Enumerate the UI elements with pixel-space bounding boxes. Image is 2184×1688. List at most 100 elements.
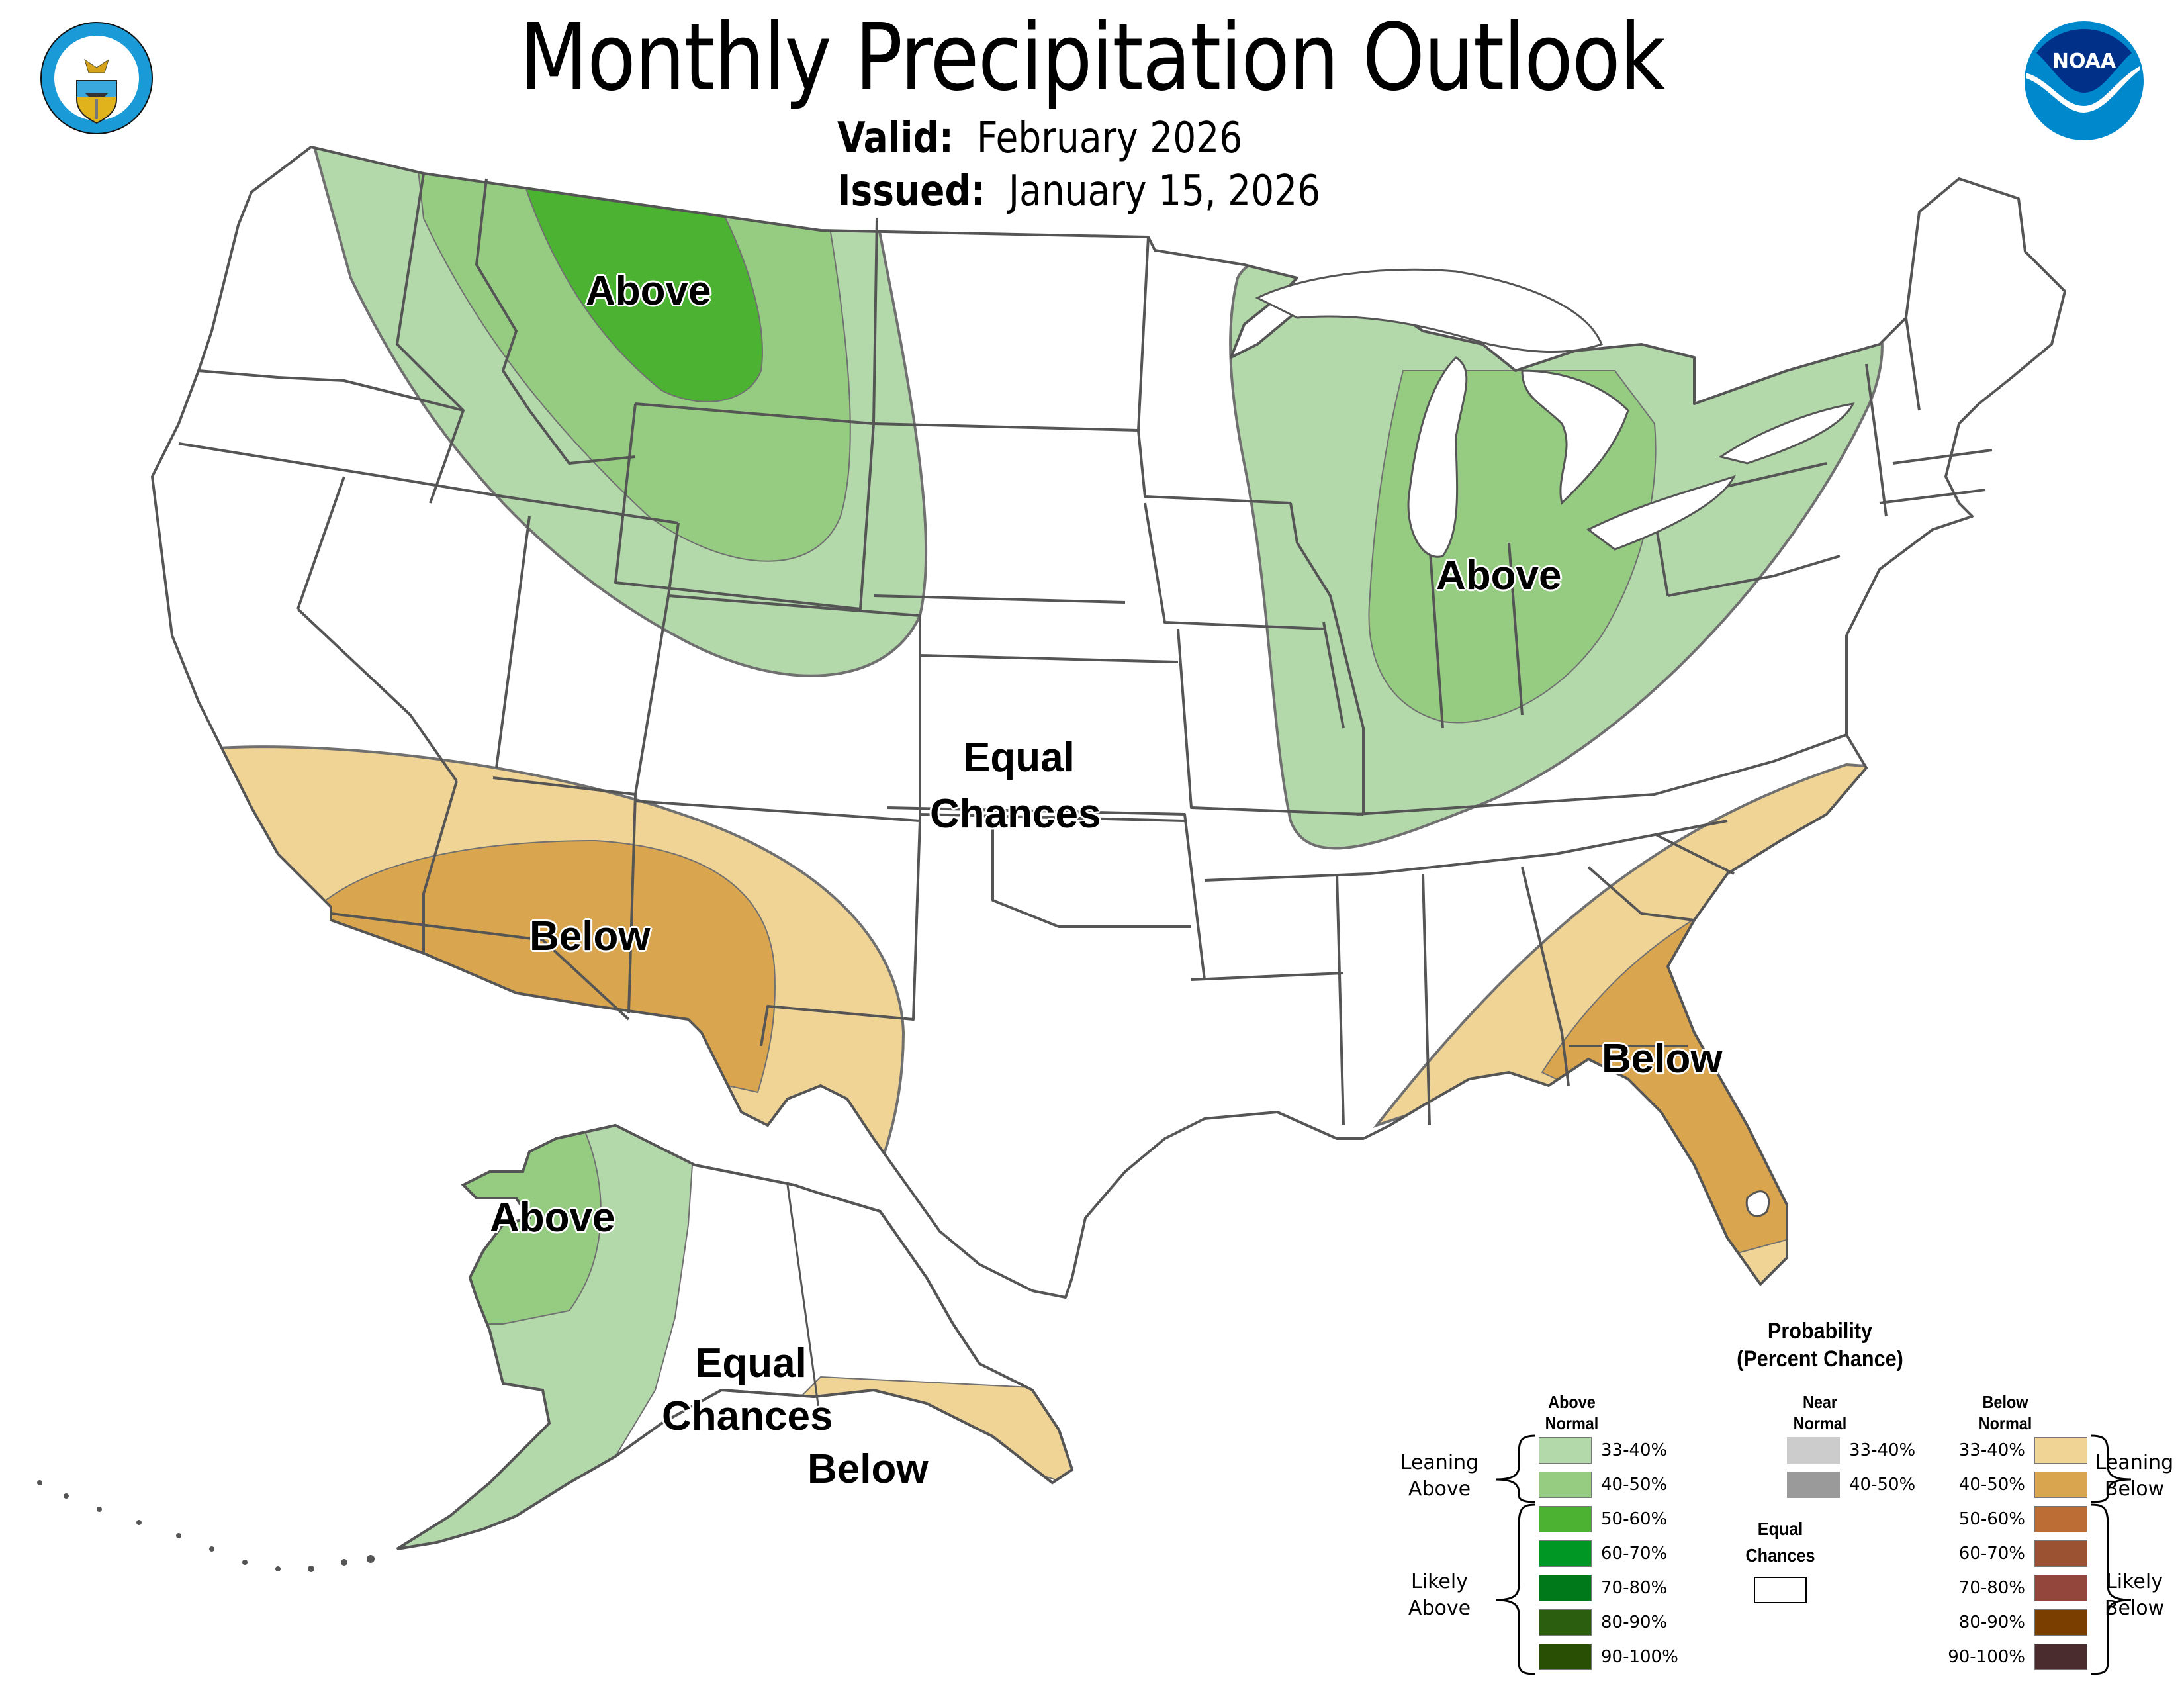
nw-above-50-60-region <box>518 167 763 402</box>
legend-swatch-above-60-70 <box>1539 1540 1592 1567</box>
map-label-alaska-chances: Chances <box>662 1393 833 1439</box>
legend-swatch-above-70-80 <box>1539 1575 1592 1601</box>
legend-swatch-below-60-70 <box>2034 1540 2087 1567</box>
legend-range: 80-90% <box>1601 1613 1668 1632</box>
legend-column-below-head2: Normal <box>1978 1413 2032 1433</box>
legend-title-line2: (Percent Chance) <box>1737 1346 1903 1372</box>
legend-near-row-1: 33-40% <box>1787 1436 1915 1464</box>
legend-equal-line1: Equal <box>1757 1519 1803 1539</box>
legend-column-above-normal: Above Normal <box>1530 1391 1614 1434</box>
legend-group-line: Likely <box>2106 1570 2163 1593</box>
legend-range: 60-70% <box>1958 1544 2025 1564</box>
legend-swatch-below-50-60 <box>2034 1506 2087 1532</box>
legend-column-near-normal: Near Normal <box>1778 1391 1862 1434</box>
legend-group-likely-below: Likely Below <box>2085 1569 2184 1622</box>
state-boundaries <box>151 146 2066 1299</box>
legend-swatch-below-80-90 <box>2034 1609 2087 1636</box>
legend-swatch-above-50-60 <box>1539 1506 1592 1532</box>
valid-label: Valid: <box>837 114 954 163</box>
legend-group-line: Leaning <box>1400 1451 1479 1474</box>
legend-swatch-equal-chances <box>1754 1577 1807 1603</box>
legend-column-near-head1: Near <box>1802 1392 1838 1412</box>
legend-swatch-below-33-40 <box>2034 1437 2087 1464</box>
legend-column-below-head1: Below <box>1982 1392 2028 1412</box>
legend-above-row-5: 70-80% <box>1539 1574 1667 1602</box>
legend-above-row-6: 80-90% <box>1539 1609 1667 1636</box>
map-label-alaska-above: Above <box>490 1195 615 1241</box>
sw-below-40-50-region <box>317 839 776 1094</box>
legend-column-above-head1: Above <box>1548 1392 1596 1412</box>
legend-swatch-below-70-80 <box>2034 1575 2087 1601</box>
legend-swatch-above-33-40 <box>1539 1437 1592 1464</box>
legend-equal-chances-heading: Equal Chances <box>1739 1516 1822 1569</box>
legend-group-leaning-above: Leaning Above <box>1390 1450 1489 1503</box>
legend-below-row-1: 33-40% <box>1939 1436 2087 1464</box>
legend-swatch-above-40-50 <box>1539 1472 1592 1498</box>
legend-range: 70-80% <box>1958 1578 2025 1598</box>
legend-range: 40-50% <box>1601 1475 1668 1495</box>
aleutian-islands <box>37 1480 375 1572</box>
legend-above-row-3: 50-60% <box>1539 1505 1667 1533</box>
legend-range: 60-70% <box>1601 1544 1668 1564</box>
legend-below-row-6: 80-90% <box>1939 1609 2087 1636</box>
legend-below-row-2: 40-50% <box>1939 1471 2087 1499</box>
issued-label: Issued: <box>837 167 985 216</box>
department-of-commerce-seal <box>38 20 155 136</box>
issued-date: Issued: January 15, 2026 <box>837 165 1320 217</box>
legend-above-row-7: 90-100% <box>1539 1643 1678 1671</box>
legend-range: 33-40% <box>1849 1440 1916 1460</box>
map-label-northwest-above: Above <box>586 268 711 314</box>
map-label-southwest-below: Below <box>529 914 651 959</box>
lake-okeechobee <box>1745 1190 1770 1217</box>
noaa-logo: NOAA <box>2023 20 2145 142</box>
issued-value: January 15, 2026 <box>1008 167 1321 216</box>
map-label-alaska-below: Below <box>807 1446 929 1492</box>
legend-column-below-normal: Below Normal <box>1964 1391 2047 1434</box>
legend-swatch-above-80-90 <box>1539 1609 1592 1636</box>
legend-below-row-4: 60-70% <box>1939 1540 2087 1568</box>
legend-title-line1: Probability <box>1767 1319 1873 1344</box>
legend-equal-line2: Chances <box>1745 1545 1815 1566</box>
legend-group-line: Above <box>1408 1597 1471 1620</box>
valid-period: Valid: February 2026 <box>837 113 1242 164</box>
legend-range: 33-40% <box>1601 1440 1668 1460</box>
legend-range: 40-50% <box>1849 1475 1916 1495</box>
legend-swatch-near-40-50 <box>1787 1472 1840 1498</box>
legend-below-row-3: 50-60% <box>1939 1505 2087 1533</box>
legend-braces-right <box>2091 1434 2132 1675</box>
great-lakes <box>1255 268 1855 558</box>
page-title: Monthly Precipitation Outlook <box>519 4 1666 112</box>
svg-text:NOAA: NOAA <box>2052 50 2116 73</box>
legend-below-row-5: 70-80% <box>1939 1574 2087 1602</box>
legend-group-line: Below <box>2104 1597 2165 1620</box>
legend-swatch-below-40-50 <box>2034 1472 2087 1498</box>
legend-column-near-head2: Normal <box>1793 1413 1847 1433</box>
valid-value: February 2026 <box>976 114 1243 163</box>
map-label-alaska-equal: Equal <box>695 1340 807 1386</box>
map-label-southeast-below: Below <box>1602 1036 1723 1082</box>
map-label-central-chances: Chances <box>930 791 1101 837</box>
legend-group-likely-above: Likely Above <box>1390 1569 1489 1622</box>
legend-group-line: Likely <box>1411 1570 1468 1593</box>
legend-above-row-2: 40-50% <box>1539 1471 1667 1499</box>
legend-above-row-4: 60-70% <box>1539 1540 1667 1568</box>
legend-range: 90-100% <box>1601 1647 1678 1667</box>
alaska-canada-border <box>786 1184 822 1424</box>
map-label-great-lakes-above: Above <box>1436 553 1562 598</box>
legend-range: 40-50% <box>1958 1475 2025 1495</box>
legend-title: Probability (Percent Chance) <box>1719 1317 1921 1373</box>
legend-near-row-2: 40-50% <box>1787 1471 1915 1499</box>
legend-column-above-head2: Normal <box>1545 1413 1599 1433</box>
legend-range: 50-60% <box>1958 1509 2025 1529</box>
probability-legend: Probability (Percent Chance) Above Norma… <box>1390 1317 2184 1688</box>
legend-above-row-1: 33-40% <box>1539 1436 1667 1464</box>
legend-swatch-above-90-100 <box>1539 1644 1592 1670</box>
legend-range: 90-100% <box>1948 1647 2025 1667</box>
legend-swatch-below-90-100 <box>2034 1644 2087 1670</box>
legend-range: 50-60% <box>1601 1509 1668 1529</box>
legend-braces-left <box>1495 1434 1536 1675</box>
map-label-central-equal: Equal <box>963 735 1075 780</box>
legend-range: 70-80% <box>1601 1578 1668 1598</box>
legend-range: 80-90% <box>1958 1613 2025 1632</box>
